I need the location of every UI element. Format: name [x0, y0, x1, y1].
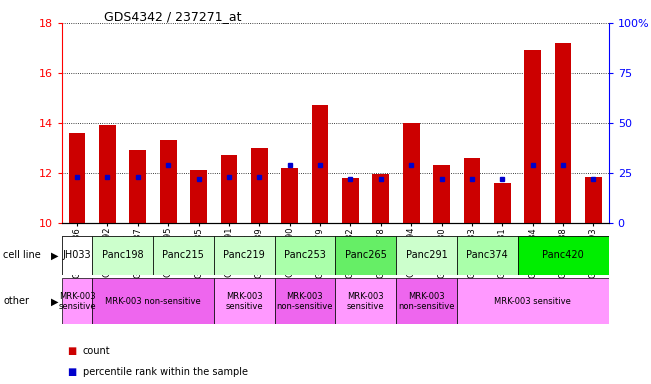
- Bar: [62, 278, 92, 324]
- Text: GDS4342 / 237271_at: GDS4342 / 237271_at: [104, 10, 242, 23]
- Bar: [251, 148, 268, 223]
- Bar: [99, 125, 116, 223]
- Text: MRK-003 sensitive: MRK-003 sensitive: [494, 297, 571, 306]
- Bar: [92, 236, 122, 275]
- Text: Panc291: Panc291: [406, 250, 447, 260]
- Bar: [342, 178, 359, 223]
- Text: Panc265: Panc265: [345, 250, 387, 260]
- Bar: [92, 278, 214, 324]
- Text: MRK-003
sensitive: MRK-003 sensitive: [58, 292, 96, 311]
- Bar: [494, 183, 510, 223]
- Bar: [464, 158, 480, 223]
- Bar: [190, 170, 207, 223]
- Bar: [457, 236, 487, 275]
- Bar: [130, 151, 146, 223]
- Text: Panc219: Panc219: [223, 250, 265, 260]
- Text: MRK-003
sensitive: MRK-003 sensitive: [225, 292, 263, 311]
- Bar: [275, 278, 335, 324]
- Text: ▶: ▶: [51, 296, 59, 306]
- Bar: [585, 177, 602, 223]
- Text: MRK-003
non-sensitive: MRK-003 non-sensitive: [277, 292, 333, 311]
- Bar: [518, 236, 609, 275]
- Bar: [281, 168, 298, 223]
- Bar: [122, 236, 153, 275]
- Bar: [487, 236, 518, 275]
- Bar: [396, 236, 457, 275]
- Bar: [403, 123, 419, 223]
- Bar: [214, 236, 244, 275]
- Bar: [221, 156, 237, 223]
- Bar: [457, 278, 609, 324]
- Text: percentile rank within the sample: percentile rank within the sample: [83, 367, 247, 377]
- Text: MRK-003 non-sensitive: MRK-003 non-sensitive: [105, 297, 201, 306]
- Bar: [214, 236, 275, 275]
- Bar: [525, 51, 541, 223]
- Bar: [275, 236, 335, 275]
- Bar: [214, 278, 275, 324]
- Bar: [62, 236, 92, 275]
- Bar: [275, 236, 305, 275]
- Bar: [305, 236, 335, 275]
- Bar: [335, 278, 396, 324]
- Bar: [335, 236, 366, 275]
- Text: JH033: JH033: [62, 250, 91, 260]
- Text: MRK-003
sensitive: MRK-003 sensitive: [347, 292, 385, 311]
- Bar: [244, 236, 275, 275]
- Bar: [335, 236, 396, 275]
- Bar: [518, 236, 548, 275]
- Bar: [434, 165, 450, 223]
- Text: Panc198: Panc198: [102, 250, 143, 260]
- Bar: [396, 278, 457, 324]
- Bar: [548, 236, 578, 275]
- Bar: [159, 140, 176, 223]
- Text: ■: ■: [68, 367, 81, 377]
- Bar: [69, 133, 85, 223]
- Text: other: other: [3, 296, 29, 306]
- Bar: [184, 236, 214, 275]
- Text: ■: ■: [68, 346, 81, 356]
- Text: Panc374: Panc374: [466, 250, 508, 260]
- Text: Panc253: Panc253: [284, 250, 326, 260]
- Text: Panc215: Panc215: [163, 250, 204, 260]
- Text: MRK-003
non-sensitive: MRK-003 non-sensitive: [398, 292, 454, 311]
- Bar: [396, 236, 426, 275]
- Bar: [62, 236, 92, 275]
- Bar: [153, 236, 214, 275]
- Bar: [153, 236, 184, 275]
- Bar: [555, 43, 572, 223]
- Text: cell line: cell line: [3, 250, 41, 260]
- Bar: [312, 106, 329, 223]
- Text: count: count: [83, 346, 110, 356]
- Bar: [92, 236, 153, 275]
- Bar: [457, 236, 518, 275]
- Bar: [366, 236, 396, 275]
- Text: ▶: ▶: [51, 250, 59, 260]
- Bar: [578, 236, 609, 275]
- Bar: [372, 174, 389, 223]
- Bar: [426, 236, 457, 275]
- Text: Panc420: Panc420: [542, 250, 584, 260]
